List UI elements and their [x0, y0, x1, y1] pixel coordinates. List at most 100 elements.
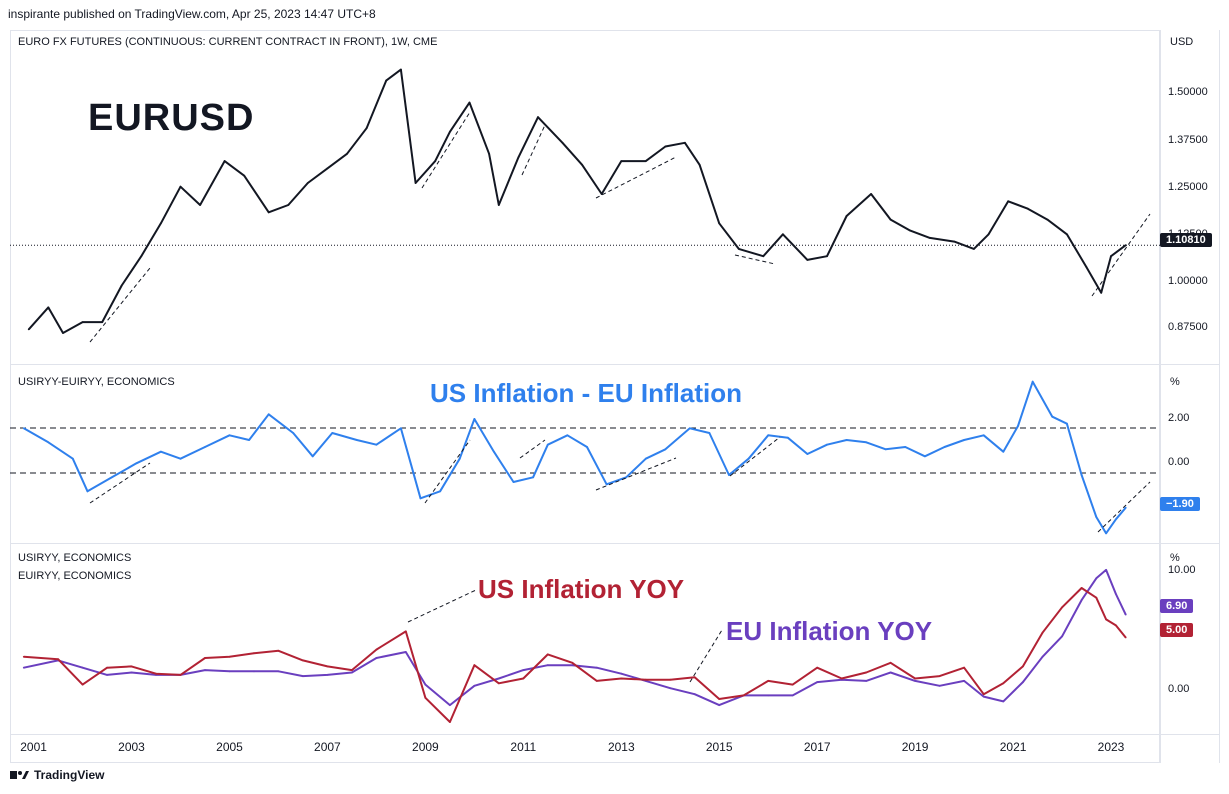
spread-symbol-label[interactable]: USIRYY-EUIRYY, ECONOMICS [18, 376, 175, 388]
price-axis[interactable] [1160, 30, 1220, 763]
trend-dash-spread [729, 436, 781, 477]
spread-line-point [1002, 450, 1005, 453]
eurusd-line-point [517, 156, 520, 159]
us-inflation-line-point [816, 666, 819, 669]
eu-inflation-line-point [253, 670, 255, 673]
eu-inflation-line-point [571, 664, 574, 667]
eurusd-line-point [1046, 218, 1049, 221]
eurusd-line-point [928, 237, 931, 239]
spread-line-point [688, 427, 691, 430]
eu-inflation-line-point [791, 694, 794, 697]
eu-inflation-line-point [22, 666, 25, 669]
eurusd-line-point [243, 174, 246, 177]
spread-line-point [22, 427, 25, 430]
eu-inflation-line-point [595, 666, 598, 669]
us-inflation-line-point [620, 677, 623, 680]
spread-line-point [331, 432, 334, 434]
spread-line-point [1066, 422, 1068, 425]
spread-annotation[interactable]: US Inflation - EU Inflation [430, 378, 742, 408]
us-inflation-line-point [644, 678, 647, 681]
eurusd-line-point [365, 127, 368, 130]
us-symbol-label[interactable]: USIRYY, ECONOMICS [18, 552, 132, 564]
spread-line-point [1105, 532, 1107, 535]
eurusd-line-point [664, 145, 667, 148]
x-tick-label: 2005 [216, 740, 243, 754]
eurusd-line-point [27, 328, 30, 331]
us-inflation-line-point [228, 655, 231, 658]
eu-inflation-line-point [889, 671, 892, 674]
trend-dash-price [595, 156, 677, 199]
eu-inflation-annotation[interactable]: EU Inflation YOY [726, 616, 933, 646]
price-tick: 1.50000 [1168, 86, 1208, 98]
spread-line-point [884, 448, 887, 451]
us-inflation-line-point [571, 661, 574, 664]
price-tick: 1.25000 [1168, 181, 1208, 193]
spread-line-point [111, 476, 113, 479]
eu-inflation-line-point [914, 680, 916, 682]
us-inflation-line-point [302, 659, 304, 662]
pane-separator-2[interactable] [10, 543, 1220, 544]
us-inflation-line-point [914, 677, 916, 680]
eurusd-line-point [449, 130, 451, 133]
spread-line-point [806, 453, 809, 455]
spread-line-point [458, 457, 461, 460]
spread-line-point [179, 457, 182, 460]
spread-line-point [546, 443, 549, 446]
eu-inflation-line-point [767, 694, 770, 697]
us-inflation-line-point [522, 677, 525, 680]
footer[interactable]: TradingView [10, 768, 104, 782]
trend-dash-spread [595, 457, 677, 491]
x-tick-label: 2015 [705, 740, 733, 754]
eurusd-line-point [973, 248, 975, 250]
trend-dash-price [521, 124, 546, 176]
eu-inflation-line-point [718, 704, 721, 706]
spread-line [23, 380, 1127, 535]
eurusd-line-point [826, 255, 828, 258]
us-inflation-line-point [767, 680, 770, 682]
eurusd-line-point [1100, 291, 1103, 294]
x-tick-label: 2001 [20, 740, 47, 754]
eu-symbol-label[interactable]: EUIRYY, ECONOMICS [18, 570, 132, 582]
eu-inflation-line-point [669, 687, 672, 690]
eu-inflation-line-point [693, 693, 696, 696]
eu-inflation-line-point [204, 669, 206, 671]
us-inflation-line-point [718, 698, 721, 700]
eu-inflation-line-point [1041, 655, 1044, 658]
price-unit: USD [1170, 36, 1194, 48]
us-inflation-line-point [473, 664, 476, 667]
us-inflation-line-point [669, 678, 672, 681]
us-inflation-line-point [57, 658, 59, 661]
inflation-tick: 10.00 [1168, 564, 1196, 576]
spread-line-point [473, 418, 476, 420]
spread-line-point [532, 476, 534, 479]
spread-line-point [625, 476, 628, 479]
eurusd-line-point [468, 101, 471, 104]
eu-last-badge: 6.90 [1160, 599, 1194, 613]
eu-inflation-line-point [1022, 681, 1024, 683]
eu-inflation-line-point [130, 671, 133, 674]
pane-separator-1[interactable] [10, 364, 1220, 365]
price-symbol-label[interactable]: EURO FX FUTURES (CONTINUOUS: CURRENT CON… [18, 36, 438, 48]
trend-dash-spread [424, 439, 471, 504]
eurusd-line-point [414, 182, 417, 184]
eu-inflation-line-point [404, 651, 407, 653]
spread-unit: % [1170, 376, 1180, 388]
us-inflation-annotation[interactable]: US Inflation YOY [478, 574, 685, 604]
trend-dash-spread [89, 462, 151, 504]
eurusd-line-point [909, 229, 912, 232]
spread-line-point [664, 448, 667, 451]
price-last-badge: 1.10810 [1160, 233, 1212, 247]
us-inflation-line-point [326, 665, 329, 668]
chart-frame[interactable] [10, 30, 1160, 763]
eurusd-line-point [684, 141, 686, 144]
eurusd-line-point [199, 204, 202, 206]
spread-line-point [311, 455, 314, 458]
spread-line-point [1017, 425, 1019, 427]
spread-line-point [845, 439, 848, 441]
eurusd-line-point [223, 160, 226, 163]
eurusd-line-point [737, 248, 740, 250]
publisher-text: inspirante published on TradingView.com,… [8, 7, 376, 21]
spread-tick: 2.00 [1168, 412, 1190, 424]
eurusd-line-point [698, 163, 701, 166]
